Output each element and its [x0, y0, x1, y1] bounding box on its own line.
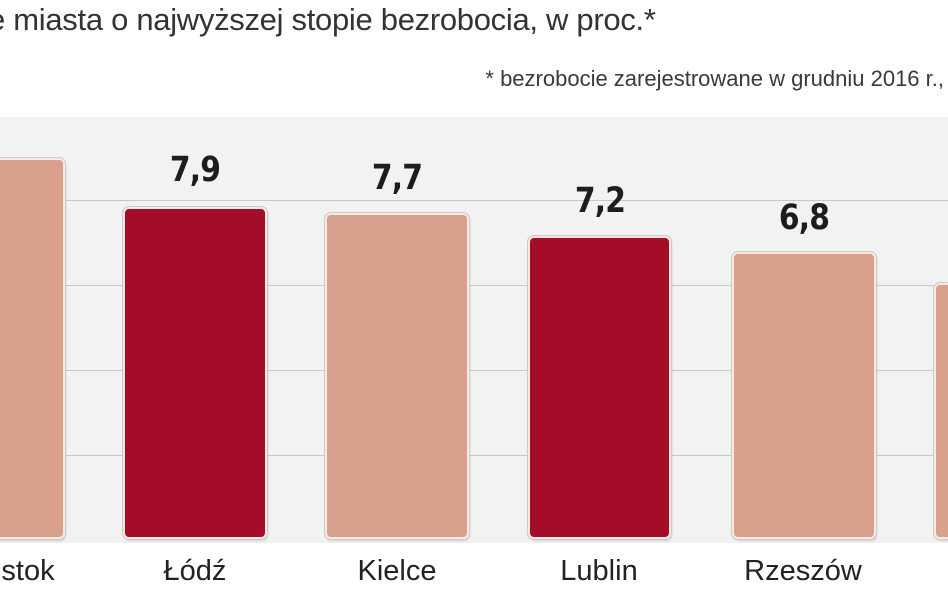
gridline [0, 370, 948, 371]
gridline [0, 455, 948, 456]
bar-rzeszow [732, 252, 876, 539]
gridline [0, 285, 948, 286]
value-label-lodz: 7,9 [169, 150, 221, 190]
bar-lodz [123, 207, 267, 539]
category-label-bialystok: stok [1, 555, 55, 587]
category-label-lublin: Lublin [560, 555, 638, 587]
value-label-bialystok: 0 [0, 107, 58, 147]
bar-partial-right [934, 283, 948, 539]
bar-lublin [528, 236, 671, 539]
chart-title: e miasta o najwyższej stopie bezrobocia,… [0, 2, 656, 37]
category-label-rzeszow: Rzeszów [744, 555, 862, 587]
bar-bialystok [0, 158, 65, 539]
value-label-rzeszow: 6,8 [778, 198, 830, 238]
bar-kielce [325, 213, 469, 539]
category-label-kielce: Kielce [357, 555, 437, 587]
chart-footnote: * bezrobocie zarejestrowane w grudniu 20… [485, 66, 944, 91]
value-label-kielce: 7,7 [371, 158, 423, 198]
gridline [0, 200, 948, 201]
value-label-lublin: 7,2 [574, 181, 626, 221]
category-label-lodz: Łódź [163, 555, 227, 587]
